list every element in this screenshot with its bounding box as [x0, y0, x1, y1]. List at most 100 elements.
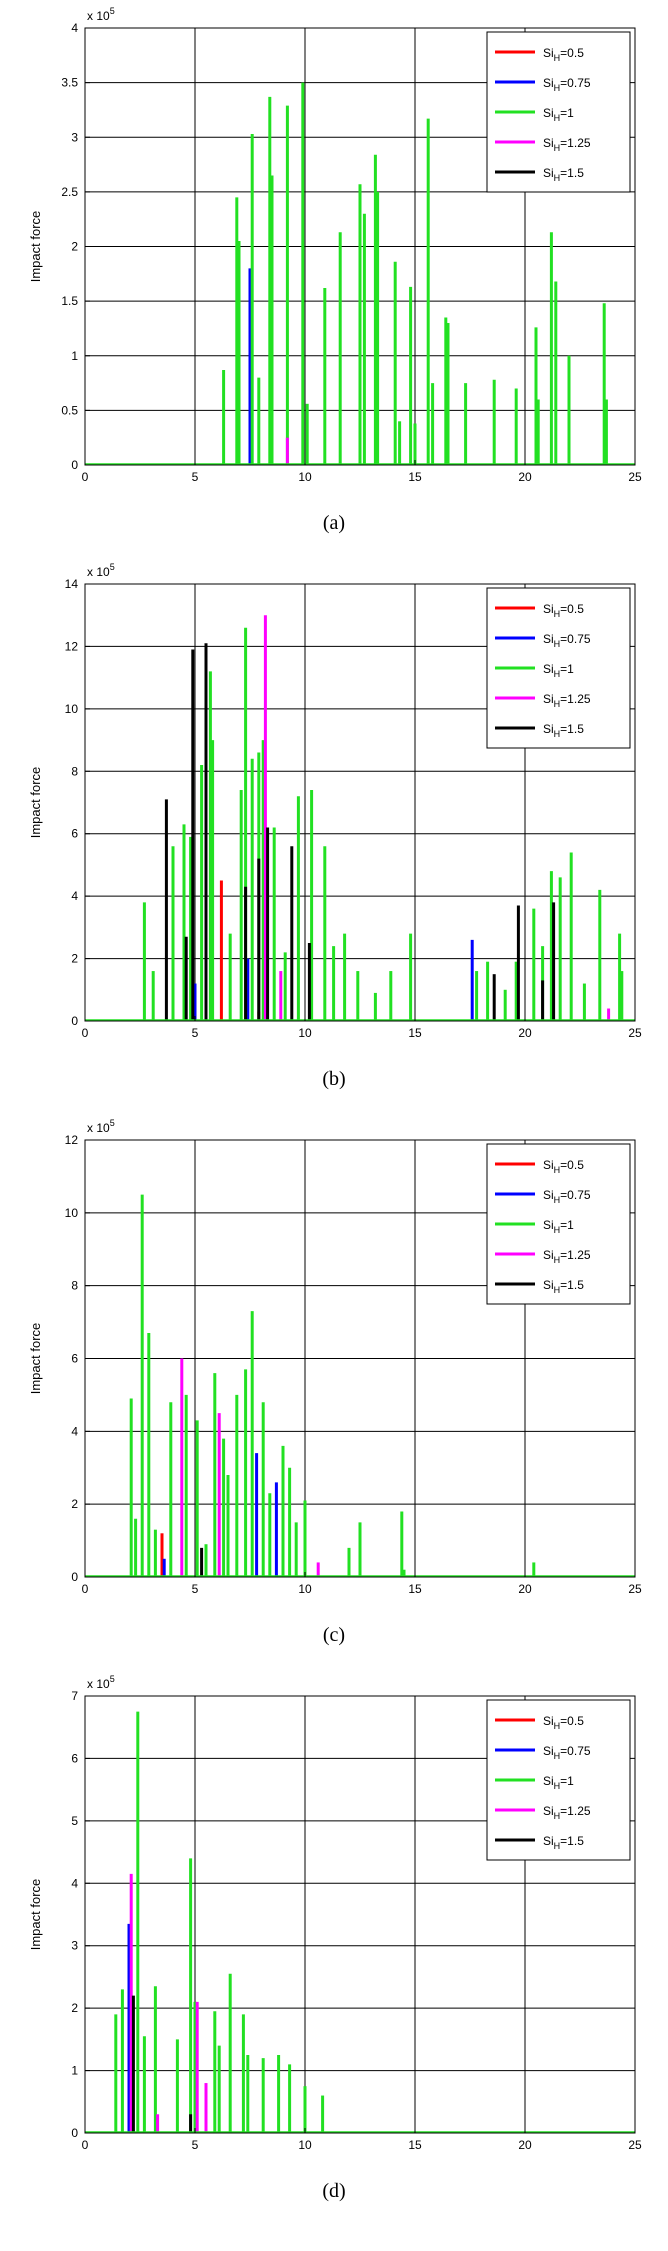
legend-entry: SiH=1 — [543, 1774, 574, 1791]
x-axis-label: Times (s) — [333, 2156, 387, 2158]
y-axis-label: Impact force — [28, 767, 43, 839]
y-tick-label: 7 — [71, 1689, 78, 1703]
x-tick-label: 5 — [192, 1582, 199, 1596]
exponent-label: x 105 — [87, 562, 115, 579]
y-tick-label: 2 — [71, 240, 78, 254]
chart-svg: 0 5 10 15 20 25 0 2 4 6 8 10 12 14 x 105 Times (s) Impac… — [28, 562, 642, 1046]
x-tick-label: 15 — [408, 2138, 422, 2152]
legend-entry: SiH=1.25 — [543, 1248, 591, 1265]
y-tick-label: 3 — [71, 130, 78, 144]
axes-box — [84, 1695, 636, 2134]
y-tick-label: 1 — [71, 2064, 78, 2078]
x-tick-label: 5 — [192, 470, 199, 484]
chart-svg: 0 5 10 15 20 25 0 0.5 1 1.5 2 2.5 3 3.5 4 x 105 Times (s… — [28, 6, 642, 490]
legend-entry: SiH=1.5 — [543, 722, 584, 739]
y-tick-label: 1 — [71, 349, 78, 363]
chart-panel: 0 5 10 15 20 25 0 2 4 6 8 10 12 x 105 Times (s) Impact … — [0, 1112, 668, 1646]
legend-entry: SiH=1.5 — [543, 1834, 584, 1851]
legend: SiH=0.5 SiH=0.75 SiH=1 SiH=1.25 SiH=1.5 — [486, 587, 631, 749]
chart-panel: 0 5 10 15 20 25 0 0.5 1 1.5 2 2.5 3 3.5 4 x 105 Times (s… — [0, 0, 668, 534]
axes-box — [84, 583, 636, 1022]
legend-entry: SiH=0.75 — [543, 1744, 591, 1761]
legend-entry: SiH=0.5 — [543, 1714, 584, 1731]
x-tick-label: 0 — [82, 470, 89, 484]
x-tick-label: 5 — [192, 1026, 199, 1040]
y-tick-label: 4 — [71, 1876, 78, 1890]
panel-caption: (a) — [322, 512, 346, 534]
x-tick-label: 0 — [82, 1582, 89, 1596]
y-tick-label: 12 — [65, 1133, 79, 1147]
x-tick-label: 25 — [628, 1026, 642, 1040]
y-tick-label: 0 — [71, 1570, 78, 1584]
x-tick-label: 15 — [408, 1026, 422, 1040]
chart-svg: 0 5 10 15 20 25 0 2 4 6 8 10 12 x 105 Times (s) Impact … — [28, 1118, 642, 1602]
legend: SiH=0.5 SiH=0.75 SiH=1 SiH=1.25 SiH=1.5 — [486, 1143, 631, 1305]
panel-caption: (b) — [322, 1068, 346, 1090]
x-tick-label: 20 — [518, 2138, 532, 2152]
exponent-label: x 105 — [87, 6, 115, 23]
legend-entry: SiH=1.25 — [543, 692, 591, 709]
chart-svg: 0 5 10 15 20 25 0 1 2 3 4 5 6 7 x 105 Times (s) Impact f… — [28, 1674, 642, 2158]
y-tick-label: 10 — [65, 1206, 79, 1220]
exponent-label: x 105 — [87, 1674, 115, 1691]
y-axis-label: Impact force — [28, 211, 43, 283]
legend-entry: SiH=0.75 — [543, 76, 591, 93]
x-tick-label: 5 — [192, 2138, 199, 2152]
x-tick-label: 0 — [82, 2138, 89, 2152]
y-tick-label: 2 — [71, 1497, 78, 1511]
y-tick-label: 5 — [71, 1814, 78, 1828]
y-tick-label: 0 — [71, 2126, 78, 2140]
legend-entry: SiH=1.5 — [543, 166, 584, 183]
legend-entry: SiH=0.5 — [543, 1158, 584, 1175]
x-axis-label: Times (s) — [333, 488, 387, 490]
legend-entry: SiH=0.5 — [543, 46, 584, 63]
y-tick-label: 6 — [71, 1352, 78, 1366]
x-tick-label: 25 — [628, 1582, 642, 1596]
legend-entry: SiH=1.25 — [543, 1804, 591, 1821]
y-tick-label: 10 — [65, 702, 79, 716]
x-tick-label: 10 — [298, 2138, 312, 2152]
x-tick-label: 10 — [298, 1026, 312, 1040]
x-axis-label: Times (s) — [333, 1044, 387, 1046]
x-axis-label: Times (s) — [333, 1600, 387, 1602]
y-tick-label: 0.5 — [61, 403, 78, 417]
y-axis-label: Impact force — [28, 1879, 43, 1951]
x-tick-label: 25 — [628, 2138, 642, 2152]
y-tick-label: 12 — [65, 639, 79, 653]
x-tick-label: 20 — [518, 1026, 532, 1040]
y-tick-label: 2.5 — [61, 185, 78, 199]
y-tick-label: 3.5 — [61, 76, 78, 90]
y-tick-label: 8 — [71, 764, 78, 778]
y-tick-label: 4 — [71, 1424, 78, 1438]
x-tick-label: 10 — [298, 1582, 312, 1596]
panel-caption: (c) — [322, 1624, 346, 1646]
x-tick-label: 20 — [518, 1582, 532, 1596]
x-tick-label: 20 — [518, 470, 532, 484]
x-tick-label: 0 — [82, 1026, 89, 1040]
panel-caption: (d) — [322, 2180, 346, 2202]
y-tick-label: 4 — [71, 889, 78, 903]
y-tick-label: 6 — [71, 827, 78, 841]
legend-entry: SiH=1.25 — [543, 136, 591, 153]
y-tick-label: 4 — [71, 21, 78, 35]
x-tick-label: 15 — [408, 470, 422, 484]
x-tick-label: 10 — [298, 470, 312, 484]
legend-entry: SiH=0.75 — [543, 1188, 591, 1205]
y-tick-label: 8 — [71, 1279, 78, 1293]
y-tick-label: 0 — [71, 1014, 78, 1028]
legend-entry: SiH=1 — [543, 1218, 574, 1235]
legend-entry: SiH=1 — [543, 106, 574, 123]
y-tick-label: 0 — [71, 458, 78, 472]
x-tick-label: 15 — [408, 1582, 422, 1596]
legend-entry: SiH=1.5 — [543, 1278, 584, 1295]
y-axis-label: Impact force — [28, 1323, 43, 1395]
chart-panel: 0 5 10 15 20 25 0 1 2 3 4 5 6 7 x 105 Times (s) Impact f… — [0, 1668, 668, 2202]
y-tick-label: 1.5 — [61, 294, 78, 308]
legend-entry: SiH=0.5 — [543, 602, 584, 619]
legend: SiH=0.5 SiH=0.75 SiH=1 SiH=1.25 SiH=1.5 — [486, 31, 631, 193]
y-tick-label: 2 — [71, 952, 78, 966]
legend-entry: SiH=1 — [543, 662, 574, 679]
exponent-label: x 105 — [87, 1118, 115, 1135]
chart-panel: 0 5 10 15 20 25 0 2 4 6 8 10 12 14 x 105 Times (s) Impac… — [0, 556, 668, 1090]
y-tick-label: 2 — [71, 2001, 78, 2015]
